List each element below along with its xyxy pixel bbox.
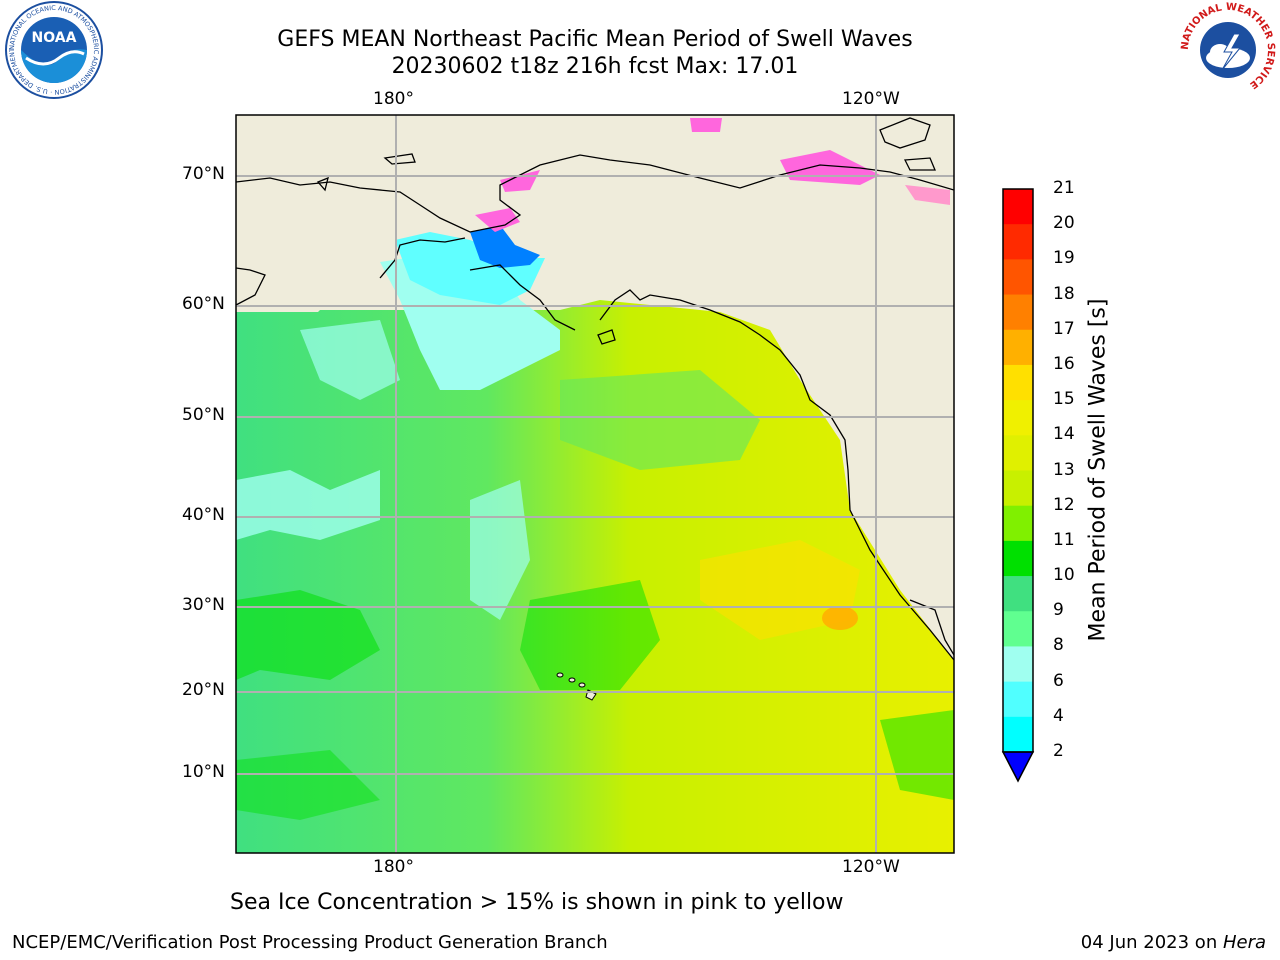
colorbar-extend-arrow (1001, 751, 1035, 783)
colorbar-tick-label: 15 (1053, 389, 1075, 410)
lat-label-30n: 30°N (182, 595, 225, 615)
map-title: GEFS MEAN Northeast Pacific Mean Period … (277, 27, 913, 52)
gridlines (236, 115, 954, 853)
lat-label-50n: 50°N (182, 405, 225, 425)
coastlines (236, 117, 954, 661)
colorbar-tick-label: 9 (1053, 600, 1064, 621)
colorbar-tick-label: 8 (1053, 635, 1064, 656)
top-lon-label-180: 180° (373, 89, 414, 109)
colorbar-segment (1003, 646, 1033, 683)
ocean-field (236, 300, 954, 853)
colorbar-tick-label: 6 (1053, 670, 1064, 691)
footer-date: 04 Jun 2023 on (1080, 932, 1223, 953)
colorbar-segment (1003, 576, 1033, 612)
colorbar-segment (1003, 329, 1033, 366)
colorbar-label: Mean Period of Swell Waves [s] (1085, 298, 1111, 642)
colorbar-segment (1003, 294, 1033, 331)
nws-logo-icon: NATIONAL WEATHER SERVICE (1180, 2, 1276, 98)
map-subtitle: 20230602 t18z 216h fcst Max: 17.01 (391, 54, 799, 79)
top-lon-label-120w: 120°W (842, 89, 900, 109)
colorbar-tick-label: 12 (1053, 494, 1075, 515)
colorbar-segment (1003, 681, 1033, 718)
colorbar-tick-label: 16 (1053, 353, 1075, 374)
colorbar-segment (1003, 400, 1033, 436)
colorbar-segment (1003, 189, 1033, 225)
colorbar-tick-label: 10 (1053, 565, 1075, 586)
colorbar-tick-label: 21 (1053, 178, 1075, 198)
noaa-logo-icon: NATIONAL OCEANIC AND ATMOSPHERIC ADMINIS… (4, 0, 103, 99)
lat-label-60n: 60°N (182, 294, 225, 314)
colorbar-segment (1003, 540, 1033, 577)
colorbar-tick-label: 13 (1053, 459, 1075, 480)
colorbar-segment (1003, 716, 1033, 753)
colorbar-frame (1002, 188, 1034, 753)
footer-host: Hera (1222, 932, 1266, 953)
lat-label-10n: 10°N (182, 762, 225, 782)
colorbar-segment (1003, 224, 1033, 260)
lat-label-70n: 70°N (182, 164, 225, 184)
colorbar-segment (1003, 259, 1033, 296)
colorbar-tick-label: 14 (1053, 424, 1075, 445)
colorbar-segment (1003, 611, 1033, 647)
colorbar-segment (1003, 364, 1033, 401)
footer-right: 04 Jun 2023 on Hera (1081, 932, 1266, 953)
noaa-logo-text: NOAA (32, 30, 77, 46)
lat-label-20n: 20°N (182, 680, 225, 700)
bottom-lon-label-180: 180° (373, 857, 414, 877)
colorbar-segment (1003, 435, 1033, 471)
bottom-lon-label-120w: 120°W (842, 857, 900, 877)
colorbar-segment (1003, 505, 1033, 542)
colorbar-tick-label: 11 (1053, 529, 1075, 550)
colorbar-tick-label: 20 (1053, 213, 1075, 234)
colorbar-tick-label: 2 (1053, 741, 1064, 761)
footer-left: NCEP/EMC/Verification Post Processing Pr… (12, 932, 608, 953)
colorbar-tick-label: 18 (1053, 283, 1075, 304)
colorbar-tick-label: 19 (1053, 248, 1075, 269)
lat-label-40n: 40°N (182, 505, 225, 525)
colorbar-segment (1003, 470, 1033, 507)
map-frame (235, 114, 955, 854)
colorbar-tick-label: 4 (1053, 705, 1064, 726)
sea-ice-caption: Sea Ice Concentration > 15% is shown in … (230, 890, 844, 915)
colorbar-tick-label: 17 (1053, 318, 1075, 339)
